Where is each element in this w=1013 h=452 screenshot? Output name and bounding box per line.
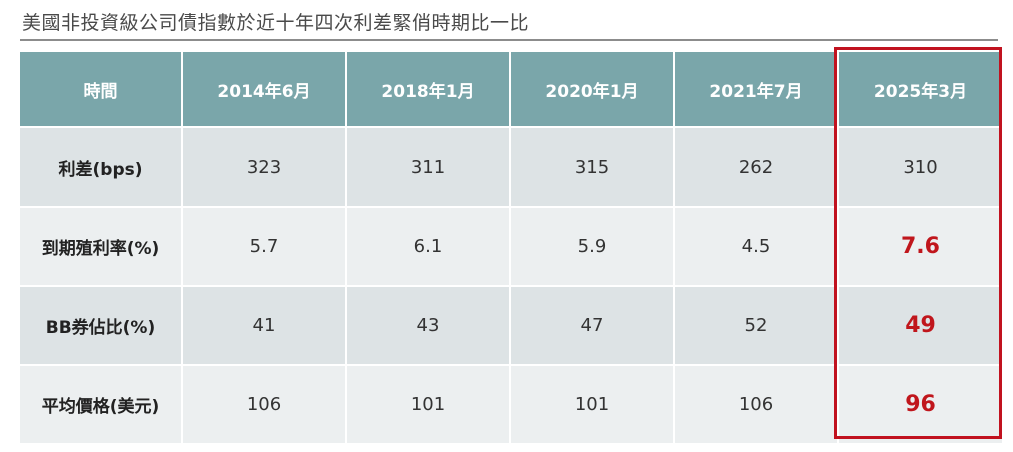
header-cell-2025-03: 2025年3月 — [839, 52, 1002, 126]
highlighted-cell: 7.6 — [839, 208, 1002, 285]
table-cell: 47 — [511, 287, 673, 364]
highlighted-cell: 49 — [839, 287, 1002, 364]
table-cell: 4.5 — [675, 208, 837, 285]
table-cell: 106 — [183, 366, 345, 443]
table-cell: 262 — [675, 128, 837, 206]
header-cell-2014-06: 2014年6月 — [183, 52, 345, 126]
table-cell: 6.1 — [347, 208, 509, 285]
row-label-yield: 到期殖利率(%) — [20, 208, 181, 285]
table-cell: 310 — [839, 128, 1002, 206]
table-cell: 5.9 — [511, 208, 673, 285]
header-cell-2020-01: 2020年1月 — [511, 52, 673, 126]
table-cell: 315 — [511, 128, 673, 206]
header-cell-2018-01: 2018年1月 — [347, 52, 509, 126]
comparison-table: 時間 2014年6月 2018年1月 2020年1月 2021年7月 2025年… — [20, 52, 1002, 443]
table-cell: 5.7 — [183, 208, 345, 285]
row-label-spread: 利差(bps) — [20, 128, 181, 206]
table-cell: 106 — [675, 366, 837, 443]
header-cell-2021-07: 2021年7月 — [675, 52, 837, 126]
row-label-avg-price: 平均價格(美元) — [20, 366, 181, 443]
table-cell: 323 — [183, 128, 345, 206]
highlighted-cell: 96 — [839, 366, 1002, 443]
table-cell: 101 — [511, 366, 673, 443]
table-cell: 52 — [675, 287, 837, 364]
title-divider — [20, 39, 998, 41]
table-cell: 43 — [347, 287, 509, 364]
row-label-bb-share: BB券佔比(%) — [20, 287, 181, 364]
page-title: 美國非投資級公司債指數於近十年四次利差緊俏時期比一比 — [22, 12, 530, 34]
table-cell: 311 — [347, 128, 509, 206]
table-cell: 101 — [347, 366, 509, 443]
header-cell-time: 時間 — [20, 52, 181, 126]
table-cell: 41 — [183, 287, 345, 364]
